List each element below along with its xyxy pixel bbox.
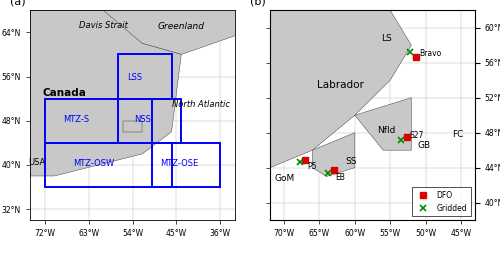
Text: GoM: GoM (274, 174, 294, 183)
Polygon shape (30, 10, 182, 176)
Text: Davis Strait: Davis Strait (79, 21, 128, 30)
Polygon shape (35, 0, 308, 55)
Text: (b): (b) (250, 0, 266, 6)
Text: SS: SS (346, 157, 357, 166)
Text: North Atlantic: North Atlantic (172, 100, 230, 109)
Text: (a): (a) (10, 0, 26, 6)
Bar (44, 143, 172, 187)
Bar (44, 99, 152, 143)
Text: EB: EB (336, 173, 345, 182)
Text: Greenland: Greenland (158, 22, 205, 31)
Polygon shape (312, 133, 355, 176)
Text: GB: GB (418, 141, 430, 150)
Text: USA: USA (28, 158, 46, 167)
Legend: DFO, Gridded: DFO, Gridded (412, 187, 471, 216)
Polygon shape (122, 121, 142, 132)
Bar (152, 143, 220, 187)
Text: FC: FC (452, 130, 463, 139)
Text: Labrador: Labrador (318, 80, 364, 90)
Text: Bravo: Bravo (419, 49, 442, 58)
Bar (118, 55, 172, 99)
Text: NSS: NSS (134, 115, 150, 124)
Text: LS: LS (382, 34, 392, 43)
Text: Canada: Canada (42, 88, 86, 98)
Text: MTZ-S: MTZ-S (64, 115, 90, 124)
Text: P5: P5 (308, 162, 317, 171)
Polygon shape (270, 10, 412, 168)
Text: MTZ-OSW: MTZ-OSW (73, 159, 114, 168)
Text: MTZ-OSE: MTZ-OSE (160, 159, 198, 168)
Text: LSS: LSS (128, 73, 142, 82)
Bar (118, 99, 182, 143)
Polygon shape (355, 98, 412, 150)
Text: Nfld: Nfld (378, 126, 396, 135)
Text: S27: S27 (410, 131, 424, 140)
